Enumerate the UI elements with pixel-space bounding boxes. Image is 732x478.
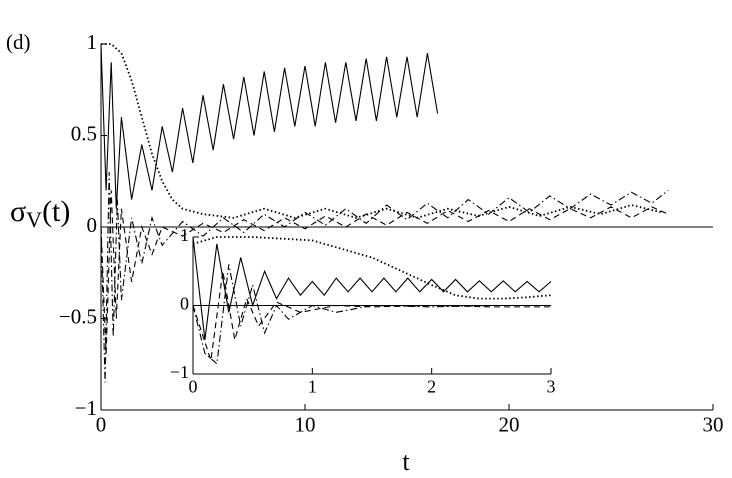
series-line	[192, 236, 552, 300]
panel-label: (d)	[6, 30, 31, 54]
x-tick-label: 2	[427, 377, 436, 397]
y-label-arg: (t)	[42, 195, 70, 228]
series-line	[100, 43, 439, 209]
y-tick-label: −1	[75, 396, 97, 420]
series-line	[192, 236, 552, 340]
y-label-subscript: V	[26, 207, 42, 232]
x-tick-label: 1	[308, 377, 317, 397]
series-line	[100, 190, 669, 356]
x-tick-label: 10	[295, 413, 316, 437]
y-tick-label: 0.5	[71, 121, 97, 145]
x-tick-label: 0	[189, 377, 198, 397]
y-axis-label: σV(t)	[10, 195, 70, 232]
x-tick-label: 30	[703, 413, 724, 437]
x-axis-label: t	[402, 447, 410, 476]
y-tick-label: 1	[87, 30, 98, 54]
series-line	[100, 172, 669, 383]
y-tick-label: −1	[170, 362, 189, 382]
y-tick-label: 0	[180, 294, 189, 314]
y-tick-label: 0	[87, 213, 98, 237]
x-tick-label: 0	[96, 413, 107, 437]
series-line	[101, 43, 663, 219]
y-tick-label: 1	[180, 225, 189, 245]
y-tick-label: −0.5	[59, 304, 97, 328]
y-label-symbol: σ	[10, 195, 26, 228]
series-line	[192, 264, 551, 365]
x-tick-label: 20	[499, 413, 520, 437]
x-tick-label: 3	[547, 377, 556, 397]
